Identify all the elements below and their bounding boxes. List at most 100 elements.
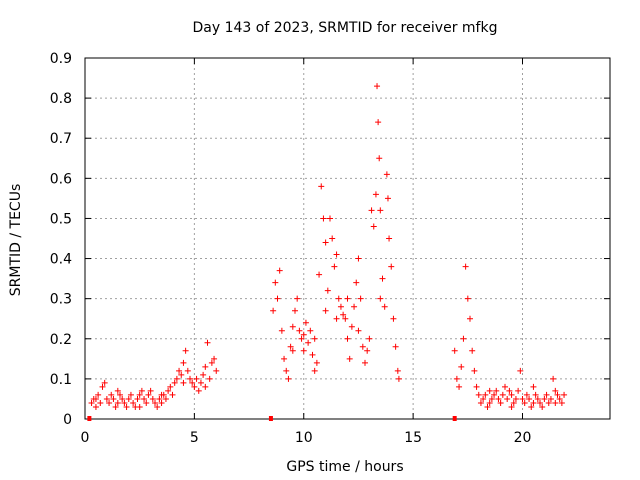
data-point	[561, 391, 568, 398]
data-point	[329, 235, 336, 242]
data-point	[99, 383, 106, 390]
data-point	[276, 267, 283, 274]
data-point	[204, 339, 211, 346]
data-point	[537, 399, 543, 406]
data-point	[486, 399, 493, 406]
data-point	[480, 395, 487, 402]
data-point	[504, 395, 511, 402]
data-point	[386, 235, 393, 242]
data-point	[353, 279, 360, 286]
data-point	[344, 335, 351, 342]
data-point	[191, 383, 198, 390]
data-point	[471, 367, 478, 374]
data-point	[372, 191, 379, 198]
data-point	[173, 375, 180, 382]
data-point	[377, 207, 384, 214]
data-point	[311, 335, 318, 342]
data-point	[451, 347, 458, 354]
x-tick-label: 0	[81, 430, 90, 446]
y-tick-label: 0.8	[50, 91, 72, 107]
data-point	[523, 391, 530, 398]
data-point	[379, 275, 386, 282]
y-tick-label: 0.1	[50, 372, 72, 388]
data-point	[302, 319, 309, 326]
data-point	[477, 399, 484, 406]
data-point	[213, 367, 220, 374]
x-tick-label: 5	[190, 430, 199, 446]
data-point	[195, 387, 202, 394]
data-point	[370, 223, 377, 230]
data-point	[453, 375, 460, 382]
data-point	[307, 327, 314, 334]
data-point	[112, 403, 119, 410]
data-point	[364, 347, 371, 354]
data-point	[388, 263, 395, 270]
data-point	[377, 295, 384, 302]
data-point	[322, 239, 329, 246]
data-point	[488, 395, 495, 402]
data-point	[392, 343, 399, 350]
data-point	[390, 315, 397, 322]
data-point	[147, 387, 154, 394]
gap-marker	[87, 416, 92, 421]
data-point	[154, 403, 161, 410]
data-point	[547, 395, 554, 402]
data-point	[333, 251, 340, 258]
data-point	[197, 379, 204, 386]
data-point	[272, 279, 279, 286]
data-point	[534, 395, 541, 402]
data-point	[348, 323, 355, 330]
data-point	[184, 367, 191, 374]
data-point	[375, 119, 382, 126]
data-point	[92, 395, 99, 402]
data-point	[97, 399, 104, 406]
x-tick-label: 10	[295, 430, 313, 446]
plot-area-frame	[84, 57, 611, 420]
data-point	[342, 315, 349, 322]
data-point	[357, 295, 364, 302]
data-point	[278, 327, 285, 334]
data-point	[532, 391, 539, 398]
data-point	[305, 339, 312, 346]
data-point	[134, 395, 141, 402]
data-point	[324, 287, 331, 294]
data-point	[508, 403, 515, 410]
y-tick-label: 0.2	[50, 332, 72, 348]
data-point	[208, 359, 215, 366]
data-point	[517, 367, 524, 374]
data-point	[292, 307, 298, 314]
data-point	[484, 403, 491, 410]
data-point	[539, 403, 546, 410]
data-point	[469, 347, 476, 354]
data-point	[351, 303, 358, 310]
data-point	[515, 387, 522, 394]
data-point	[526, 395, 533, 402]
data-point	[545, 399, 552, 406]
data-point	[558, 399, 565, 406]
data-point	[331, 263, 338, 270]
data-point	[110, 395, 117, 402]
y-tick-label: 0.7	[50, 131, 72, 147]
data-point	[176, 367, 183, 374]
data-point	[123, 403, 130, 410]
data-point	[355, 327, 362, 334]
data-point	[395, 375, 402, 382]
data-point	[270, 307, 277, 314]
data-point	[169, 391, 176, 398]
chart-title: Day 143 of 2023, SRMTID for receiver mfk…	[193, 20, 498, 36]
data-point	[512, 395, 519, 402]
data-point	[541, 395, 548, 402]
data-point	[543, 391, 550, 398]
data-point	[374, 83, 381, 90]
data-point	[300, 331, 307, 338]
data-point	[556, 395, 563, 402]
data-point	[333, 315, 340, 322]
data-point	[136, 391, 143, 398]
data-point	[394, 367, 401, 374]
data-point	[521, 399, 528, 406]
data-point	[158, 399, 165, 406]
data-point	[464, 295, 471, 302]
data-point	[289, 323, 296, 330]
data-point	[165, 387, 172, 394]
data-point	[519, 395, 526, 402]
